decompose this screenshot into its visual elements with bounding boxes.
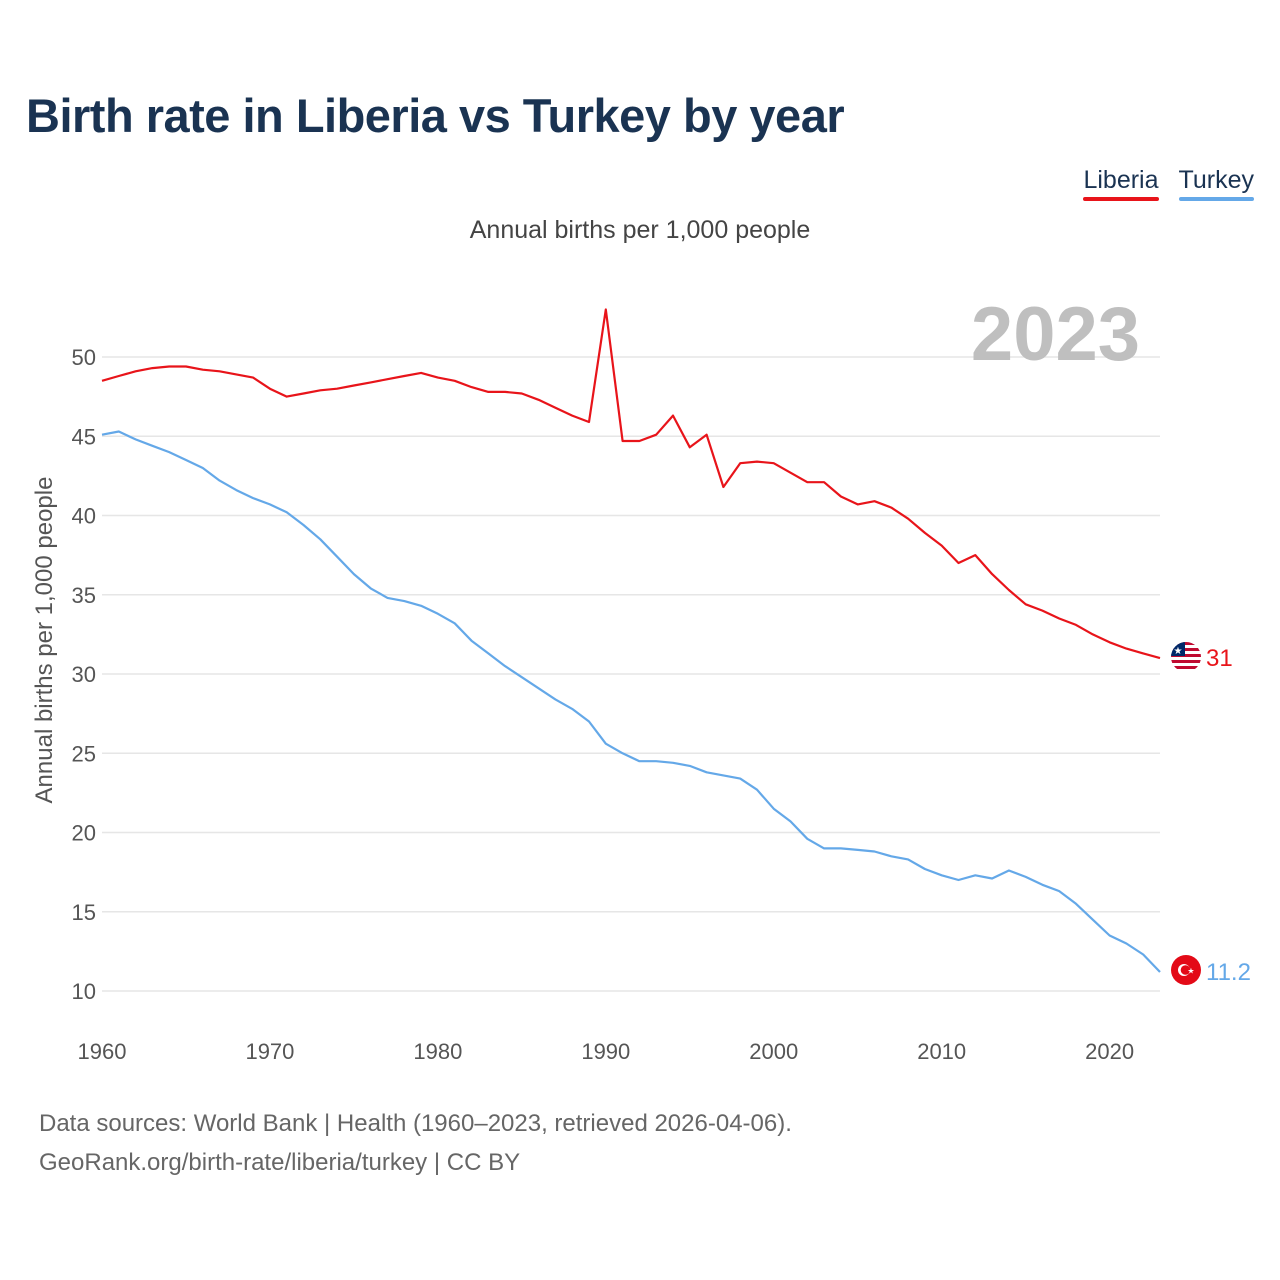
- liberia-flag-icon: ★: [1171, 642, 1201, 672]
- legend-label-liberia: Liberia: [1083, 166, 1159, 194]
- end-label-turkey: 11.2: [1206, 959, 1251, 986]
- y-tick-label: 40: [72, 504, 96, 529]
- end-markers: ★ ★: [1171, 642, 1201, 985]
- y-tick-label: 20: [72, 821, 96, 846]
- x-axis-ticks: 1960 1970 1980 1990 2000 2010 2020: [78, 1039, 1135, 1064]
- svg-text:★: ★: [1174, 646, 1183, 657]
- end-label-liberia: 31: [1206, 645, 1233, 672]
- legend-item-liberia[interactable]: Liberia: [1083, 166, 1159, 201]
- current-year-watermark: 2023: [971, 292, 1140, 377]
- x-tick-label: 1970: [245, 1039, 294, 1064]
- series-line-turkey[interactable]: [101, 430, 1161, 973]
- x-tick-label: 1980: [413, 1039, 462, 1064]
- y-axis-ticks: 10 15 20 25 30 35 40 45 50: [72, 345, 96, 1004]
- x-tick-label: 2000: [749, 1039, 798, 1064]
- legend-item-turkey[interactable]: Turkey: [1178, 166, 1254, 201]
- y-tick-label: 30: [72, 662, 96, 687]
- x-tick-label: 2010: [917, 1039, 966, 1064]
- x-tick-label: 2020: [1085, 1039, 1134, 1064]
- y-tick-label: 25: [72, 741, 96, 766]
- end-labels: 31 11.2: [1206, 645, 1251, 986]
- turkey-flag-icon: ★: [1171, 955, 1201, 985]
- x-tick-label: 1960: [78, 1039, 127, 1064]
- y-tick-label: 35: [72, 583, 96, 608]
- y-tick-label: 50: [72, 345, 96, 370]
- legend-swatch-liberia: [1083, 197, 1159, 201]
- chart-area: 10 15 20 25 30 35 40 45 50 1960 1970 1980 1990 2000 2…: [31, 292, 1251, 1064]
- footer-sources: Data sources: World Bank | Health (1960–…: [39, 1110, 792, 1137]
- legend-swatch-turkey: [1178, 197, 1254, 201]
- y-tick-label: 45: [72, 424, 96, 449]
- x-tick-label: 1990: [581, 1039, 630, 1064]
- legend: Liberia Turkey: [1083, 166, 1254, 201]
- legend-label-turkey: Turkey: [1178, 166, 1254, 194]
- series-lines: [101, 308, 1161, 973]
- y-tick-label: 10: [72, 979, 96, 1004]
- gridlines: [102, 356, 1160, 992]
- footer: Data sources: World Bank | Health (1960–…: [39, 1104, 792, 1182]
- chart-subtitle: Annual births per 1,000 people: [469, 216, 811, 244]
- chart-title: Birth rate in Liberia vs Turkey by year: [26, 89, 845, 142]
- svg-text:★: ★: [1187, 967, 1194, 976]
- y-tick-label: 15: [72, 900, 96, 925]
- y-axis-title: Annual births per 1,000 people: [31, 477, 58, 804]
- series-line-liberia[interactable]: [101, 308, 1161, 660]
- footer-url[interactable]: GeoRank.org/birth-rate/liberia/turkey | …: [39, 1149, 521, 1176]
